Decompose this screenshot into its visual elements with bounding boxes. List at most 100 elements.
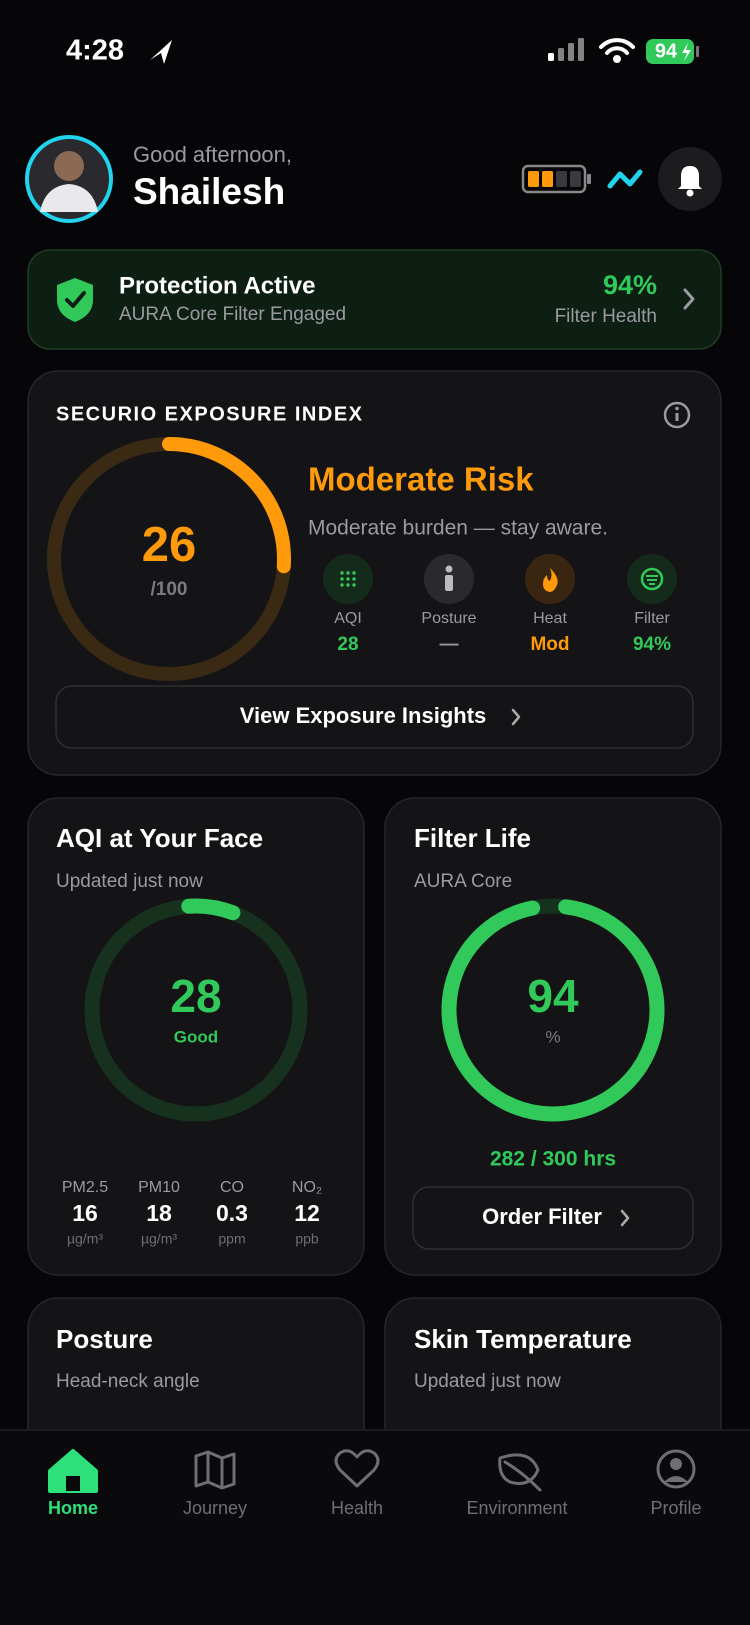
- factor-value: Mod: [530, 634, 569, 655]
- filter-value: 94: [527, 970, 579, 1022]
- avatar-face: [54, 151, 84, 181]
- tab-label[interactable]: Journey: [183, 1498, 247, 1518]
- skin-subtitle: Updated just now: [414, 1371, 561, 1392]
- bell-icon: [678, 166, 702, 189]
- aqi-value: 28: [170, 970, 221, 1022]
- aqi-title: AQI at Your Face: [56, 823, 263, 853]
- pollutant-unit: ppm: [218, 1231, 245, 1247]
- protection-title: Protection Active: [119, 272, 316, 299]
- pollutant-unit: µg/m³: [141, 1231, 177, 1247]
- signal-icon: [548, 38, 584, 61]
- exposure-max: /100: [151, 579, 188, 600]
- factor-aqi: AQI 28: [323, 554, 373, 655]
- protection-card[interactable]: [27, 249, 722, 350]
- aqi-subtitle: Updated just now: [56, 871, 203, 892]
- check-icon: [65, 291, 86, 308]
- tab-label[interactable]: Profile: [650, 1498, 701, 1518]
- tab-label[interactable]: Home: [48, 1498, 98, 1518]
- pollutant-unit: ppb: [295, 1231, 319, 1247]
- factor-label: AQI: [334, 610, 362, 627]
- risk-level: Moderate Risk: [308, 461, 534, 498]
- order-filter-button[interactable]: [412, 1186, 694, 1250]
- pollutant-name: CO: [220, 1179, 244, 1196]
- pollutant-name: PM10: [138, 1179, 180, 1196]
- user-name: Shailesh: [133, 171, 285, 212]
- pollutant-name: PM2.5: [62, 1179, 108, 1196]
- filter-health-label: Filter Health: [555, 306, 657, 327]
- journey-icon: [194, 1450, 236, 1490]
- profile-icon-head: [670, 1458, 682, 1470]
- status-time: 4:28: [66, 35, 124, 67]
- greeting: Good afternoon,: [133, 142, 292, 167]
- filter-icon-lines: [646, 575, 658, 585]
- pollutant-value: 18: [146, 1200, 172, 1226]
- filter-unit: %: [545, 1027, 560, 1046]
- pollutant-value: 12: [294, 1200, 320, 1226]
- battery-level: 94: [655, 40, 678, 62]
- tab-bar: [0, 1430, 750, 1625]
- tab-labels: Home Journey Health Environment Profile: [48, 1498, 702, 1518]
- environment-icon: [498, 1453, 542, 1492]
- insights-button-label: View Exposure Insights: [240, 703, 487, 728]
- chevron: [683, 288, 695, 310]
- factor-label: Posture: [421, 610, 476, 627]
- device-battery-icon: [521, 164, 591, 194]
- factor-value: —: [440, 634, 459, 655]
- bell-clapper: [686, 189, 694, 197]
- pollutants: PM2.5 16 µg/m³ PM10 18 µg/m³ CO 0.3 ppm NO₂ 12 ppb: [62, 1179, 322, 1246]
- avatar-body: [40, 184, 98, 212]
- exposure-gauge-arc: [47, 437, 291, 681]
- protection-subtitle: AURA Core Filter Engaged: [119, 304, 346, 325]
- pollutant-unit: µg/m³: [67, 1231, 103, 1247]
- aqi-status: Good: [174, 1027, 218, 1046]
- aqi-ring-arc: [84, 898, 308, 1122]
- risk-description: Moderate burden — stay aware.: [308, 517, 608, 540]
- posture-icon: [445, 565, 453, 573]
- pollutant-value: 0.3: [216, 1200, 248, 1226]
- filter-ring-arc: [441, 898, 665, 1122]
- factor-label: Filter: [634, 610, 670, 627]
- factor-posture: Posture —: [421, 554, 477, 655]
- factor-heat: Heat Mod: [525, 554, 575, 655]
- shield-icon: [57, 278, 93, 322]
- aqi-card[interactable]: [27, 797, 365, 1276]
- filter-hours: 282 / 300 hrs: [490, 1148, 616, 1171]
- aqi-icon: [340, 571, 356, 587]
- insights-button[interactable]: [55, 685, 694, 749]
- skin-title: Skin Temperature: [414, 1324, 632, 1354]
- tab-label[interactable]: Environment: [466, 1498, 567, 1518]
- wifi-icon: [599, 38, 635, 63]
- filter-icon: [640, 567, 664, 591]
- info-button[interactable]: [663, 401, 691, 429]
- location-icon: [150, 40, 172, 64]
- profile-icon-body: [664, 1476, 688, 1482]
- health-icon: [334, 1449, 380, 1488]
- info-dot: [675, 406, 679, 411]
- posture-icon-body: [445, 575, 453, 591]
- exposure-score: 26: [142, 518, 197, 572]
- filter-health-value: 94%: [603, 270, 657, 300]
- info-stem: [675, 413, 679, 421]
- factor-icon-bg: [525, 554, 575, 604]
- battery-tip: [696, 46, 699, 57]
- posture-title: Posture: [56, 1324, 153, 1354]
- filter-card[interactable]: [384, 797, 722, 1276]
- factor-filter: Filter 94%: [627, 554, 677, 655]
- filter-subtitle: AURA Core: [414, 871, 512, 892]
- pollutant-name: NO₂: [292, 1179, 322, 1196]
- filter-title: Filter Life: [414, 823, 531, 853]
- connection-icon: [607, 169, 643, 189]
- charging-icon: [682, 43, 691, 61]
- factor-label: Heat: [533, 610, 567, 627]
- chevron: [620, 1209, 630, 1227]
- tab-label[interactable]: Health: [331, 1498, 383, 1518]
- heat-icon: [543, 568, 558, 592]
- pollutant-value: 16: [72, 1200, 98, 1226]
- exposure-title: SECURIO EXPOSURE INDEX: [56, 403, 364, 425]
- factor-value: 94%: [633, 634, 671, 655]
- order-filter-label: Order Filter: [482, 1204, 602, 1229]
- posture-subtitle: Head-neck angle: [56, 1371, 200, 1392]
- chevron: [511, 708, 521, 726]
